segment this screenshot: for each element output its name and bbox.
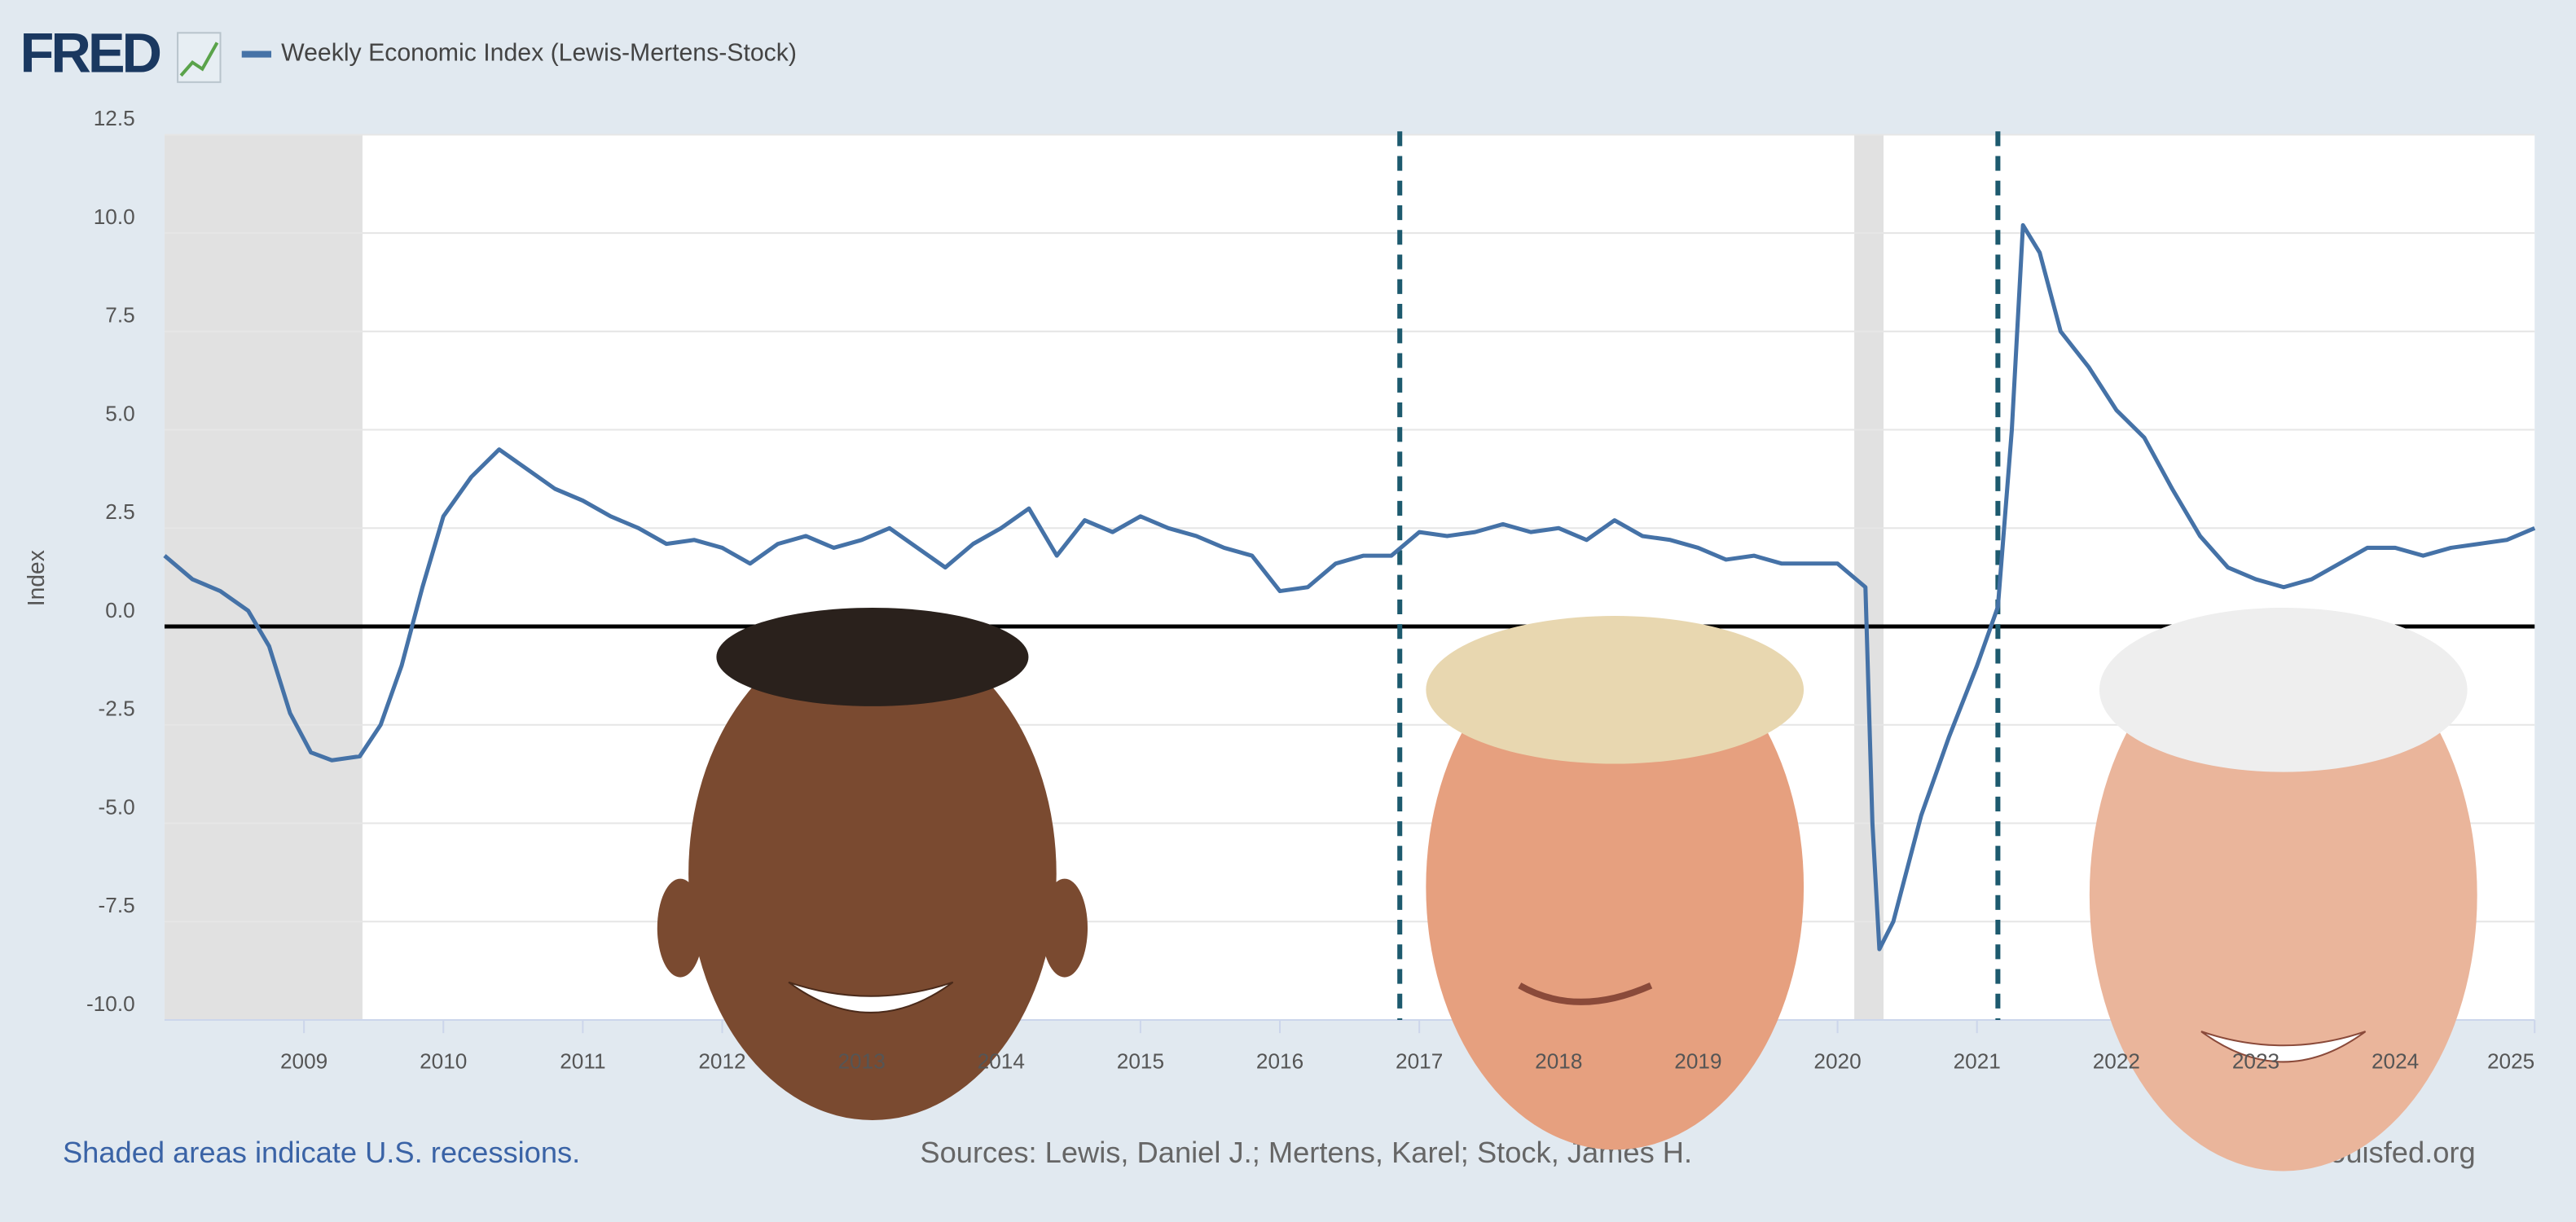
- y-tick-label: -2.5: [99, 697, 135, 721]
- x-tick-label: 2010: [420, 1048, 467, 1073]
- legend-label: Weekly Economic Index (Lewis-Mertens-Sto…: [281, 40, 797, 67]
- logo-icon-line: [179, 42, 219, 77]
- face: [1426, 624, 1805, 1150]
- recession-note[interactable]: Shaded areas indicate U.S. recessions.: [63, 1136, 580, 1169]
- x-tick-label: 2013: [838, 1048, 886, 1073]
- y-tick-label: 2.5: [105, 499, 134, 524]
- series-line: [163, 222, 2536, 952]
- x-tick-label: 2017: [1396, 1048, 1443, 1073]
- x-tick-label: 2011: [560, 1048, 605, 1073]
- x-tick-label: 2012: [698, 1048, 745, 1073]
- y-tick-label: -7.5: [99, 893, 135, 917]
- y-tick-label: -10.0: [86, 991, 135, 1016]
- faces: [657, 607, 2477, 1171]
- y-tick-label: 10.0: [94, 204, 135, 229]
- logo: FRED: [20, 22, 160, 85]
- y-tick-label: 0.0: [105, 598, 134, 622]
- face: [688, 627, 1057, 1120]
- source: Sources: Lewis, Daniel J.; Mertens, Kare…: [920, 1136, 1692, 1169]
- x-tick-label: 2014: [978, 1048, 1025, 1073]
- hair: [716, 607, 1029, 706]
- y-tick-label: 7.5: [105, 303, 134, 327]
- ear: [657, 878, 704, 978]
- plot-layer: [163, 131, 2536, 1034]
- x-tick-label: 2023: [2232, 1048, 2279, 1073]
- x-tick-label: 2016: [1256, 1048, 1303, 1073]
- y-tick-label: 5.0: [105, 401, 134, 425]
- y-axis-label: Index: [23, 550, 49, 606]
- recession-band: [1854, 134, 1884, 1021]
- x-tick-label: 2022: [2093, 1048, 2140, 1073]
- smile: [2200, 1031, 2367, 1063]
- ear: [1041, 878, 1088, 978]
- x-tick-label: 2019: [1674, 1048, 1721, 1073]
- x-tick-label: 2015: [1117, 1048, 1164, 1073]
- x-tick-label: 2009: [280, 1048, 327, 1073]
- hair: [2099, 607, 2468, 772]
- x-tick-label: 2020: [1813, 1048, 1861, 1073]
- x-tick-label: 2018: [1535, 1048, 1582, 1073]
- smile: [788, 981, 954, 1013]
- y-tick-label: 12.5: [94, 106, 135, 130]
- y-tick-label: -5.0: [99, 794, 135, 819]
- x-tick-label: 2024: [2372, 1048, 2419, 1073]
- x-tick-label: 2025: [2487, 1048, 2534, 1073]
- hair: [1426, 616, 1805, 764]
- smile: [1518, 982, 1653, 1005]
- recession-band: [164, 134, 363, 1021]
- x-tick-label: 2021: [1954, 1048, 2001, 1073]
- logo-icon: [177, 32, 222, 83]
